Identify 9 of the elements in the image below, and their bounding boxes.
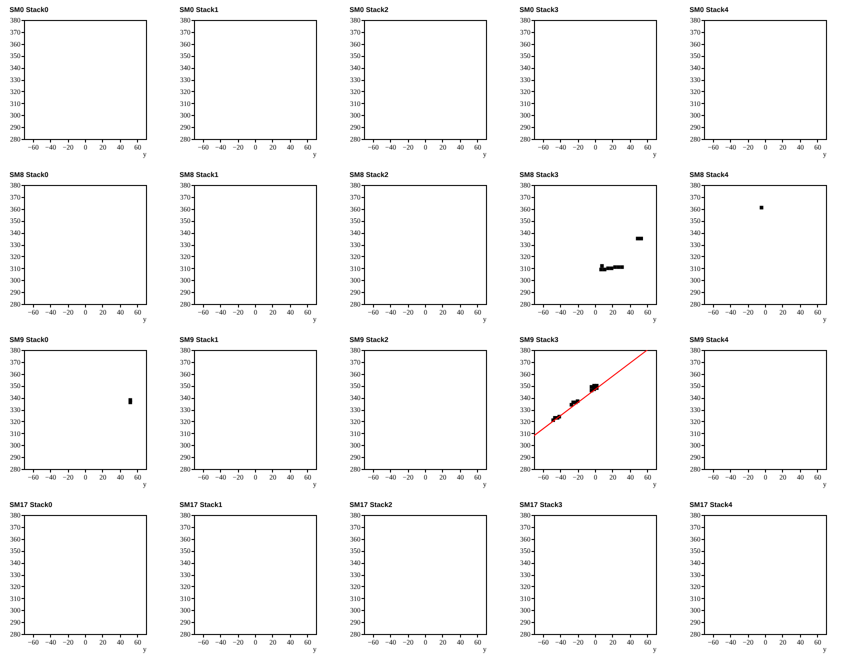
point	[602, 268, 606, 272]
point	[599, 268, 603, 272]
point	[606, 266, 610, 270]
point	[636, 236, 640, 240]
point	[620, 265, 624, 269]
point	[600, 264, 604, 268]
point	[616, 265, 620, 269]
point	[639, 236, 643, 240]
point	[613, 265, 617, 269]
